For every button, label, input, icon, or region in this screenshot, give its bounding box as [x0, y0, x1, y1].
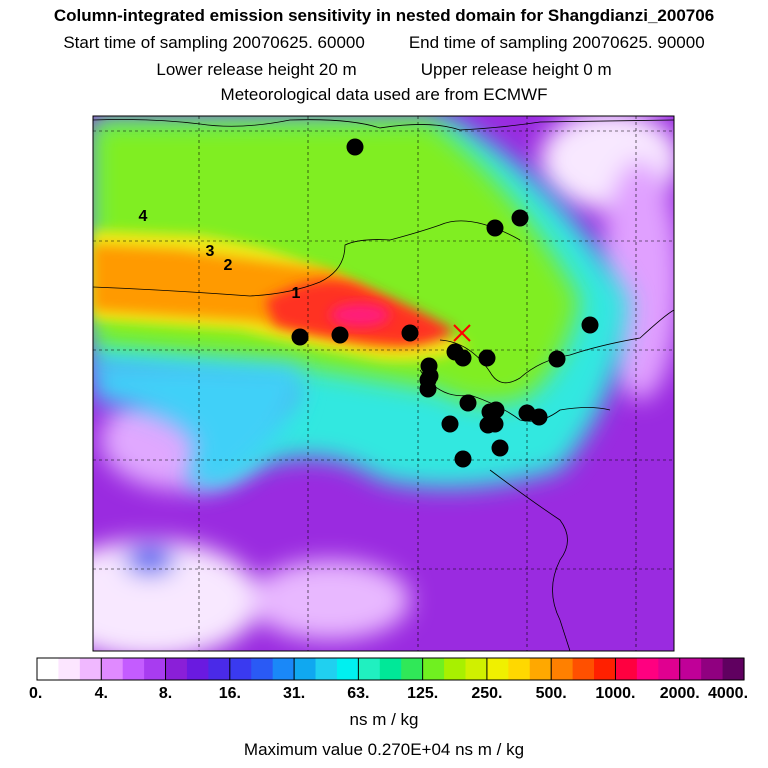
colorbar-swatch [79, 658, 102, 680]
colorbar-swatch [722, 658, 745, 680]
heatmap-field [93, 116, 674, 651]
colorbar-tick-label: 250. [471, 685, 502, 702]
source-marker [441, 415, 459, 433]
end-time-label: End time of sampling 20070625. 90000 [408, 33, 705, 52]
colorbar-tick-label: 0. [29, 685, 42, 702]
colorbar-ticks: 0. 4. 8. 16. 31. 63. 125. 250. 500. 1000. 2000. 400… [29, 658, 748, 702]
pale-region-s [250, 560, 410, 640]
colorbar-swatch [486, 658, 509, 680]
colorbar [36, 657, 745, 681]
colorbar-swatch [229, 658, 252, 680]
source-marker [486, 415, 504, 433]
blue-patch-sw [125, 545, 175, 575]
source-marker [478, 349, 496, 367]
cluster-labels: 1 23 4 [139, 208, 301, 302]
source-marker [530, 408, 548, 426]
colorbar-tick-label: 63. [347, 685, 369, 702]
source-marker [331, 326, 349, 344]
colorbar-swatch [551, 658, 574, 680]
cluster-label: 2 [224, 257, 233, 274]
colorbar-tick-label: 31. [283, 685, 305, 702]
source-marker [454, 349, 472, 367]
colorbar-swatch [294, 658, 317, 680]
source-marker [346, 138, 364, 156]
colorbar-swatch [315, 658, 338, 680]
cluster-label: 3 [206, 243, 215, 260]
lower-release-label: Lower release height 20 m [156, 60, 357, 79]
colorbar-swatch [572, 658, 595, 680]
colorbar-swatch [636, 658, 659, 680]
band-cyan-tongue [93, 360, 302, 488]
source-marker [491, 439, 509, 457]
colorbar-swatch [465, 658, 488, 680]
colorbar-tick-label: 8. [159, 685, 172, 702]
coastlines [93, 119, 674, 651]
colorbar-swatch [444, 658, 467, 680]
band-pink [330, 303, 390, 327]
source-marker [511, 209, 529, 227]
colorbar-swatch [422, 658, 445, 680]
colorbar-swatch [336, 658, 359, 680]
colorbar-swatch [358, 658, 381, 680]
colorbar-swatch [401, 658, 424, 680]
colorbar-swatch [165, 658, 188, 680]
colorbar-tick-label: 4. [95, 685, 108, 702]
colorbar-tick-label: 500. [536, 685, 567, 702]
source-marker [419, 371, 437, 389]
colorbar-tick-label: 125. [407, 685, 438, 702]
source-marker [548, 350, 566, 368]
source-markers [291, 138, 599, 468]
colorbar-swatch [529, 658, 552, 680]
source-marker [454, 450, 472, 468]
colorbar-swatch [251, 658, 274, 680]
map-frame [92, 115, 675, 652]
met-data-label: Meteorological data used are from ECMWF [220, 85, 548, 104]
colorbar-swatch [615, 658, 638, 680]
colorbar-swatch [658, 658, 681, 680]
colorbar-tick-label: 4000. [708, 685, 748, 702]
release-heights: Lower release height 20 m Upper release h… [0, 60, 768, 80]
colorbar-swatch [122, 658, 145, 680]
colorbar-unit: ns m / kg [349, 710, 419, 729]
maximum-value-label: Maximum value 0.270E+04 ns m / kg [243, 740, 525, 759]
colorbar-swatch [208, 658, 231, 680]
source-marker [486, 219, 504, 237]
chart-title: Column-integrated emission sensitivity i… [53, 6, 715, 25]
source-marker [487, 401, 505, 419]
colorbar-tick-label: 1000. [595, 685, 635, 702]
colorbar-swatch [144, 658, 167, 680]
colorbar-tick-label: 16. [219, 685, 241, 702]
colorbar-swatch [272, 658, 295, 680]
upper-release-label: Upper release height 0 m [420, 60, 612, 79]
colorbar-swatch [101, 658, 124, 680]
source-marker [401, 324, 419, 342]
band-green [93, 120, 580, 404]
colorbar-swatch [379, 658, 402, 680]
colorbar-swatch [37, 658, 60, 680]
colorbar-swatch [186, 658, 209, 680]
source-marker [291, 328, 309, 346]
source-marker [459, 394, 477, 412]
cluster-label: 1 [292, 285, 301, 302]
graticule [93, 116, 674, 651]
colorbar-tick-label: 2000. [660, 685, 700, 702]
source-marker [581, 316, 599, 334]
sampling-times: Start time of sampling 20070625. 60000 En… [0, 33, 768, 53]
release-site-marker [453, 324, 471, 342]
colorbar-swatch [701, 658, 724, 680]
cluster-label: 4 [139, 208, 148, 225]
start-time-label: Start time of sampling 20070625. 60000 [63, 33, 365, 52]
colorbar-swatch [594, 658, 617, 680]
colorbar-swatch [508, 658, 531, 680]
colorbar-swatch [58, 658, 81, 680]
colorbar-swatch [679, 658, 702, 680]
